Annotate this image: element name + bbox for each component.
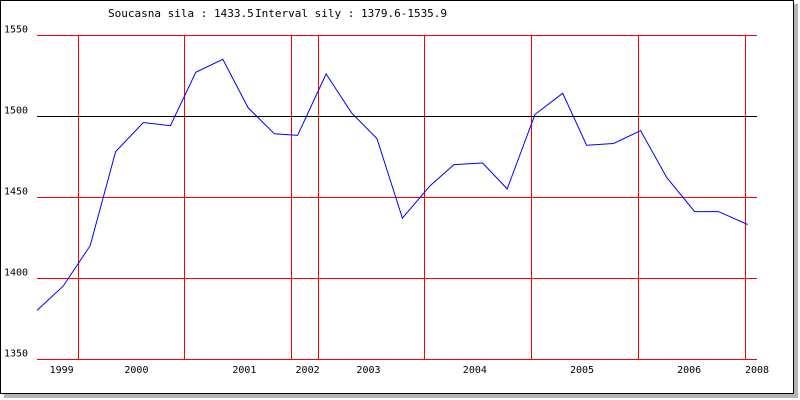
vertical-gridlines [78,35,746,359]
y-axis-ticks: 1550 1500 1450 1400 1350 [4,25,28,360]
x-tick-label-1999: 1999 [50,365,74,376]
x-tick-label-2004: 2004 [463,365,487,376]
y-tick-label-1550: 1550 [4,25,28,36]
x-tick-label-2000: 2000 [124,365,148,376]
current-strength-label: Soucasna sila : 1433.5 [108,7,254,20]
horizontal-gridlines [37,35,757,360]
data-series [36,58,748,311]
strength-interval-label: Interval sily : 1379.6-1535.9 [255,7,447,20]
x-tick-label-2008: 2008 [745,365,769,376]
x-tick-label-2006: 2006 [677,365,701,376]
x-tick-label-2005: 2005 [570,365,594,376]
x-tick-label-2002: 2002 [296,365,320,376]
series-line [36,58,748,311]
y-tick-label-1400: 1400 [4,268,28,279]
x-axis-ticks: 1999 2000 2001 2002 2003 2004 2005 2006 2008 [50,365,769,376]
x-tick-label-2001: 2001 [232,365,256,376]
y-tick-label-1350: 1350 [4,349,28,360]
y-tick-label-1450: 1450 [4,187,28,198]
x-tick-label-2003: 2003 [356,365,380,376]
y-tick-label-1500: 1500 [4,106,28,117]
